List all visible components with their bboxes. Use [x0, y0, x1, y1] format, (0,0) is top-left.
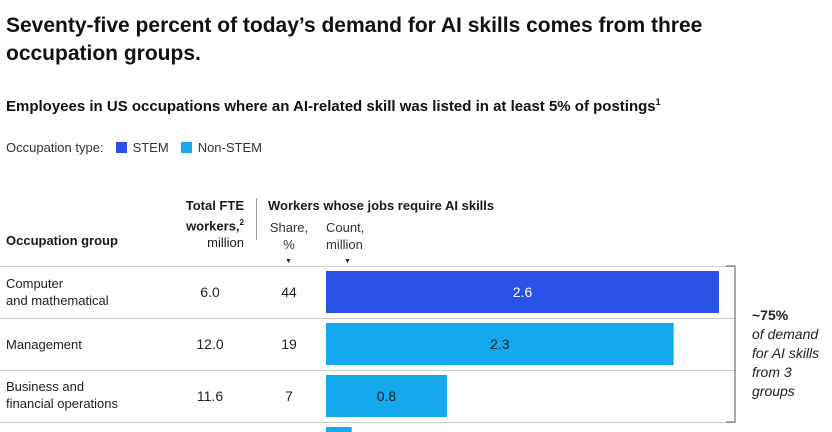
row-share-value: 44: [281, 284, 297, 300]
row-divider: [0, 318, 735, 319]
share-sort-arrow-icon: ▼: [285, 258, 292, 265]
legend: Occupation type: STEM Non-STEM: [6, 140, 266, 155]
row-divider: [0, 370, 735, 371]
count-sort-arrow-icon: ▼: [344, 258, 351, 265]
subtitle-text: Employees in US occupations where an AI-…: [6, 98, 656, 115]
bracket-annotation: ~75% of demand for AI skills from 3 grou…: [752, 306, 819, 401]
row-label-line1: Management: [6, 337, 82, 352]
chart-subtitle: Employees in US occupations where an AI-…: [6, 97, 661, 115]
count-header-line1: Count,: [326, 220, 365, 235]
count-bar: [326, 427, 352, 432]
row-label-line1: Computer: [6, 276, 64, 291]
header-divider: [256, 198, 257, 240]
count-bar-label: 2.3: [490, 336, 510, 352]
annotation-line3: from 3: [752, 364, 792, 380]
legend-item-stem: STEM: [132, 140, 169, 155]
row-fte-value: 11.6: [196, 388, 224, 404]
row-label-line2: and mathematical: [6, 293, 109, 308]
annotation-line4: groups: [752, 383, 795, 399]
chart-title: Seventy-five percent of today’s demand f…: [6, 14, 703, 65]
column-header-workers: Workers whose jobs require AI skills: [268, 198, 495, 213]
share-header-line1: Share,: [269, 220, 309, 235]
legend-item-non-stem: Non-STEM: [197, 140, 262, 155]
row-divider: [0, 266, 735, 267]
legend-swatch-stem: [115, 142, 127, 153]
count-bar-label: 0.8: [377, 388, 397, 404]
row-label-line1: Business and: [6, 379, 85, 394]
row-fte-value: 6.0: [200, 284, 220, 300]
legend-label: Occupation type:: [6, 140, 104, 155]
fte-header-line2: workers,: [186, 218, 240, 234]
count-header-line2: million: [326, 237, 363, 252]
row-label-management: Management: [6, 336, 82, 353]
count-bar-label: 2.6: [513, 284, 533, 300]
column-header-group: Occupation group: [6, 233, 118, 248]
column-header-fte: Total FTE workers,2 million: [150, 197, 244, 251]
row-label-business-finance: Business and financial operations: [6, 378, 118, 412]
legend-swatch-non-stem: [180, 142, 192, 153]
annotation-line1: of demand: [752, 326, 819, 342]
row-share-value: 7: [285, 388, 293, 404]
annotation-line2: for AI skills: [752, 345, 820, 361]
fte-header-line1: Total FTE: [185, 198, 244, 213]
row-divider: [0, 422, 735, 423]
row-share-value: 19: [281, 336, 297, 352]
annotation-bracket: [726, 265, 736, 423]
annotation-value: ~75%: [752, 307, 789, 323]
count-bar: [326, 375, 447, 417]
row-label-computer-math: Computer and mathematical: [6, 275, 109, 309]
count-bar: [326, 271, 719, 313]
count-bar: [326, 323, 674, 365]
row-fte-value: 12.0: [196, 336, 224, 352]
fte-footnote-marker: 2: [239, 218, 244, 227]
share-header-line2: %: [283, 237, 295, 252]
fte-header-unit: million: [207, 235, 244, 251]
subtitle-footnote-marker: 1: [655, 97, 661, 107]
column-header-count: Count, million: [326, 219, 364, 253]
row-label-line2: financial operations: [6, 396, 119, 411]
column-header-share: Share, %: [262, 219, 316, 253]
